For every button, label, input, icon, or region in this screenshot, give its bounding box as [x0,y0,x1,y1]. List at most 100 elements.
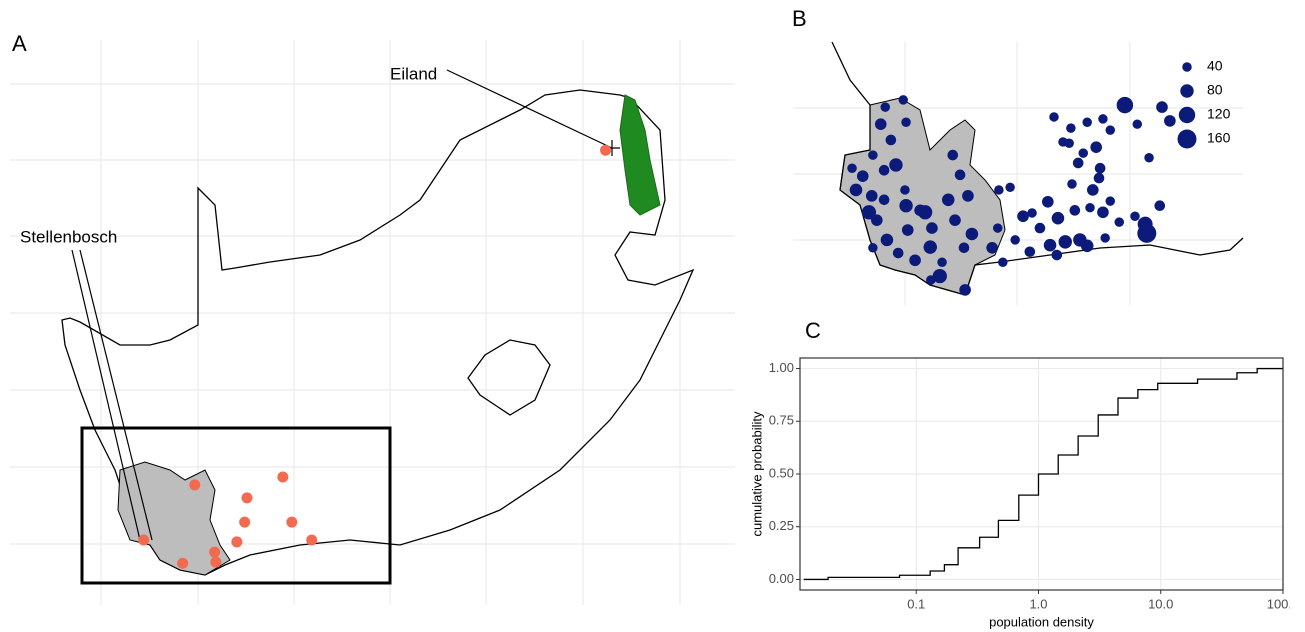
bubble [899,199,913,213]
site-point [231,536,243,548]
bubble [1137,216,1153,232]
bubble [947,149,959,161]
bubble [994,185,1004,195]
bubble [1132,119,1142,129]
bubble [1024,246,1036,258]
bubble [1051,211,1065,225]
ecdf-line [803,367,1283,581]
map-a-layout [10,40,735,605]
bubble [889,158,903,172]
legend-label: 80 [1207,82,1223,98]
legend-label: 40 [1207,58,1223,74]
leader-line [446,69,613,149]
bubble [1156,101,1168,113]
x-tick-label: 10.0 [1148,596,1173,611]
bubble [871,214,883,226]
bubble [1144,152,1154,163]
bubble [878,164,890,176]
y-axis-title: cumulative probability [749,411,764,537]
x-tick-label: 0.1 [907,596,925,611]
site-point [286,516,298,528]
bubble [1058,235,1072,249]
site-point [189,479,201,491]
bubble [923,240,937,254]
legend-symbol [1177,129,1197,149]
bubble [1034,222,1046,234]
y-tick-label: 1.00 [769,360,794,375]
bubble [993,223,1003,233]
bubble [900,185,910,195]
panel-border [799,357,1284,591]
x-tick-label: 1.0 [1029,596,1047,611]
bubble [932,268,947,284]
leader-line [79,249,153,541]
bubble [962,190,974,202]
bubble [949,214,961,226]
site-point [138,534,150,546]
bubble [918,205,933,220]
bubble [1005,182,1015,193]
site-point [210,556,222,568]
panel-label: B [792,6,807,31]
site-point [239,516,251,528]
site-point [209,546,221,558]
western-cape [839,97,1006,296]
bubble [958,242,970,254]
bubble [865,190,878,202]
bubble [868,150,878,160]
bubble [878,194,890,206]
bubble [1085,202,1095,213]
bubble [861,205,877,220]
bubble [937,257,947,268]
bubble [849,183,863,197]
bubble [998,257,1008,268]
bubble [901,117,911,127]
bubble [1087,184,1099,196]
bubble [868,243,878,253]
bubble [880,102,890,112]
bubble [1105,125,1115,135]
legend-symbol [1182,62,1192,72]
bubble [965,227,979,241]
bubble [1093,172,1105,184]
site-point [241,492,253,504]
bubble [1080,239,1094,253]
x-axis-title: population density [989,614,1094,629]
bubble [941,193,955,207]
panel-label: A [12,31,27,56]
bubble [1082,117,1092,127]
bubble [1164,115,1176,127]
x-tick-label: 100.0 [1267,596,1300,611]
leader-line [71,249,141,541]
bubble [1105,196,1115,206]
bubble [926,275,936,285]
bubble [1114,217,1124,227]
site-point [277,471,289,483]
legend-symbol [1180,84,1194,98]
bubble [1043,238,1057,252]
bubble [847,163,857,173]
site-point [177,557,189,569]
bubble [909,254,921,267]
charts: Eiland Stellenbosch A 40 80 120 160 B 0.00 0.25 0.… [12,6,1300,630]
bubble [1078,148,1088,158]
legend-label: 160 [1207,130,1231,146]
bubble [1130,211,1140,221]
coastline [831,41,1244,296]
bubble [1066,123,1076,133]
lesotho-outline [467,339,551,416]
annotation: Eiland [390,64,437,83]
bubble [874,118,887,130]
y-tick-label: 0.75 [769,413,794,428]
bubble [1010,235,1020,245]
bubble [1051,249,1063,261]
bubble [1042,195,1054,208]
bubble [1090,141,1102,154]
y-tick-label: 0.50 [769,465,794,480]
bubble [954,169,966,181]
bubble [986,241,998,254]
bubble [1094,162,1106,174]
bubble [926,222,938,234]
bubble [1049,112,1059,122]
